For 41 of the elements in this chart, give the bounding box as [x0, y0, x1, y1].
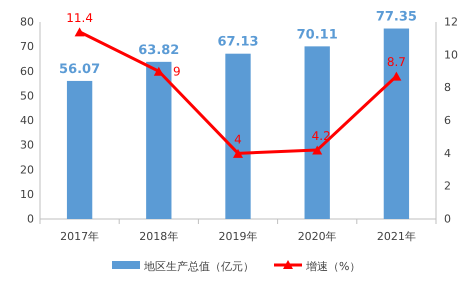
- point: [154, 66, 164, 76]
- y-tick-label: 10: [20, 188, 34, 201]
- point: [233, 148, 243, 158]
- data-label: 4: [234, 132, 242, 146]
- bar: [66, 80, 92, 219]
- x-tick-label: 2019年: [218, 230, 258, 243]
- bar: [225, 54, 251, 219]
- data-label: 8.7: [386, 55, 406, 70]
- data-label: 11.4: [66, 10, 93, 25]
- data-label: 77.35: [376, 10, 417, 25]
- bar: [304, 46, 330, 219]
- y2-tick-label: 10: [444, 48, 458, 62]
- x-tick-label: 2020年: [298, 230, 337, 243]
- bar: [384, 28, 410, 219]
- x-tick-label: 2017年: [60, 230, 100, 243]
- y-tick-label: 40: [20, 114, 34, 127]
- legend-label: 增速（%）: [305, 260, 360, 273]
- x-tick-label: 2018年: [139, 230, 178, 243]
- y-tick-label: 70: [20, 40, 34, 54]
- y-tick-label: 30: [20, 138, 34, 152]
- data-label: 67.13: [217, 34, 259, 50]
- y-tick-label: 50: [20, 89, 34, 102]
- x-tick-label: 2021年: [376, 230, 416, 243]
- y2-tick-label: 4: [444, 146, 451, 160]
- data-label: 9: [172, 64, 181, 78]
- bar: [146, 62, 172, 219]
- point: [74, 27, 85, 36]
- y2-tick-label: 12: [444, 16, 458, 28]
- data-label: 56.07: [59, 62, 100, 77]
- y-tick-label: 20: [20, 163, 34, 176]
- data-label: 63.82: [138, 42, 180, 58]
- legend-label: 地区生产总值（亿元）: [143, 260, 254, 273]
- y-tick-label: 80: [20, 16, 34, 28]
- y2-tick-label: 6: [444, 114, 451, 127]
- point: [312, 146, 322, 155]
- y-tick-label: 60: [20, 64, 34, 78]
- y-tick-label: 0: [27, 212, 34, 226]
- y2-tick-label: 0: [444, 212, 451, 226]
- data-label: 70.11: [296, 27, 338, 42]
- y2-tick-label: 2: [444, 180, 451, 193]
- y2-tick-label: 8: [444, 81, 451, 94]
